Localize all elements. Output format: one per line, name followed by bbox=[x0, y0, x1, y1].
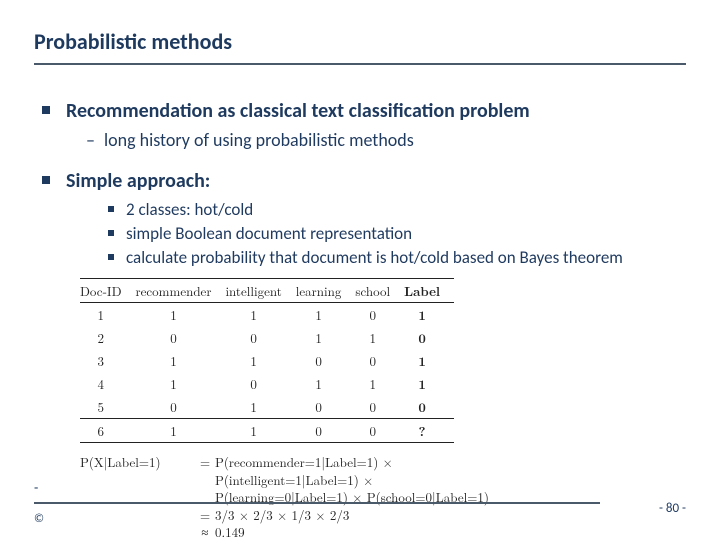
table-row: 200110 bbox=[80, 326, 454, 349]
table-cell: 1 bbox=[355, 326, 404, 349]
page-number: - 80 - bbox=[659, 501, 686, 516]
th-label: Label bbox=[404, 279, 454, 303]
table-cell: 1 bbox=[136, 372, 226, 395]
sub-bayes: calculate probability that document is h… bbox=[106, 247, 686, 268]
bullet-simple-approach-text: Simple approach: bbox=[66, 169, 210, 193]
table-cell: 1 bbox=[296, 303, 356, 327]
table-cell: 1 bbox=[136, 349, 226, 372]
bullet-recommendation-text: Recommendation as classical text classif… bbox=[66, 99, 530, 123]
th-recommender: recommender bbox=[136, 279, 226, 303]
footer-rule bbox=[34, 502, 600, 504]
bullet-recommendation: Recommendation as classical text classif… bbox=[40, 99, 686, 151]
th-docid: Doc-ID bbox=[80, 279, 136, 303]
eq-eq1: = bbox=[195, 453, 215, 471]
eq-r1: P(recommender=1|Label=1) × bbox=[215, 453, 686, 471]
table-cell: 0 bbox=[404, 395, 454, 419]
table-cell: 1 bbox=[80, 303, 136, 327]
table-cell: 1 bbox=[225, 395, 295, 419]
table-cell: 1 bbox=[355, 372, 404, 395]
eq-r5: 0.149 bbox=[215, 523, 686, 540]
table-cell: 0 bbox=[355, 419, 404, 443]
table-row: 501000 bbox=[80, 395, 454, 419]
eq-approx: ≈ bbox=[195, 523, 215, 540]
document-table: Doc-ID recommender intelligent learning … bbox=[80, 278, 454, 443]
table-cell: 1 bbox=[136, 419, 226, 443]
table-cell: 6 bbox=[80, 419, 136, 443]
table-cell: 1 bbox=[136, 303, 226, 327]
table-cell: 1 bbox=[404, 303, 454, 327]
table-row: 410111 bbox=[80, 372, 454, 395]
table-row: 61100? bbox=[80, 419, 454, 443]
copyright: © bbox=[34, 512, 44, 526]
table-cell: 1 bbox=[296, 372, 356, 395]
table-cell: 3 bbox=[80, 349, 136, 372]
table-cell: 1 bbox=[404, 349, 454, 372]
dash-mark: - bbox=[34, 479, 38, 496]
table-cell: 0 bbox=[404, 326, 454, 349]
table-cell: 0 bbox=[296, 349, 356, 372]
table-row: 111101 bbox=[80, 303, 454, 327]
sub-classes: 2 classes: hot/cold bbox=[106, 199, 686, 220]
eq-eq2: = bbox=[195, 506, 215, 524]
table-cell: 1 bbox=[404, 372, 454, 395]
eq-r2: P(intelligent=1|Label=1) × bbox=[215, 471, 686, 489]
table-cell: ? bbox=[404, 419, 454, 443]
sub-history: long history of using probabilistic meth… bbox=[86, 129, 686, 151]
sub-boolean: simple Boolean document representation bbox=[106, 223, 686, 244]
table-cell: 1 bbox=[225, 349, 295, 372]
table-cell: 1 bbox=[296, 326, 356, 349]
figure-block: Doc-ID recommender intelligent learning … bbox=[80, 278, 686, 540]
table-cell: 0 bbox=[355, 303, 404, 327]
bullet-simple-approach: Simple approach: 2 classes: hot/cold sim… bbox=[40, 169, 686, 268]
eq-lhs: P(X|Label=1) bbox=[80, 453, 195, 471]
th-intelligent: intelligent bbox=[225, 279, 295, 303]
table-cell: 4 bbox=[80, 372, 136, 395]
table-cell: 5 bbox=[80, 395, 136, 419]
table-cell: 0 bbox=[355, 395, 404, 419]
slide-title: Probabilistic methods bbox=[34, 28, 686, 65]
table-cell: 0 bbox=[355, 349, 404, 372]
equations: P(X|Label=1) = P(recommender=1|Label=1) … bbox=[80, 453, 686, 540]
eq-r4: 3/3 × 2/3 × 1/3 × 2/3 bbox=[215, 506, 686, 524]
table-cell: 0 bbox=[296, 419, 356, 443]
table-cell: 1 bbox=[225, 419, 295, 443]
th-learning: learning bbox=[296, 279, 356, 303]
th-school: school bbox=[355, 279, 404, 303]
table-cell: 0 bbox=[136, 326, 226, 349]
table-cell: 2 bbox=[80, 326, 136, 349]
table-cell: 0 bbox=[296, 395, 356, 419]
table-row: 311001 bbox=[80, 349, 454, 372]
table-cell: 0 bbox=[136, 395, 226, 419]
table-cell: 0 bbox=[225, 372, 295, 395]
table-cell: 1 bbox=[225, 303, 295, 327]
table-cell: 0 bbox=[225, 326, 295, 349]
